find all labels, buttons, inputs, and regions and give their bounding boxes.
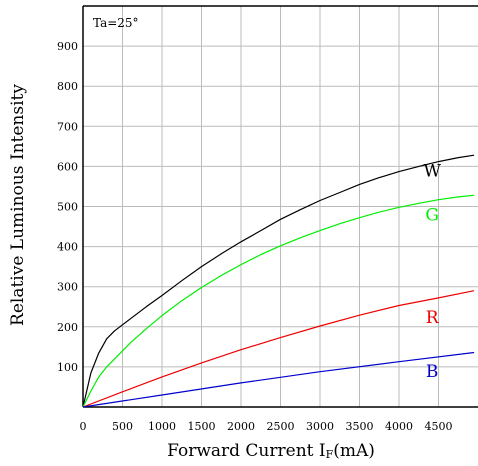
series-line-g bbox=[82, 194, 475, 408]
chart-annotation: Ta=25° bbox=[93, 16, 139, 30]
x-axis-title-unit: (mA) bbox=[333, 441, 375, 461]
x-tick-label: 500 bbox=[112, 420, 133, 433]
x-tick-labels: 0 500 1000 1500 2000 2500 3000 3500 4000 4500 bbox=[80, 420, 453, 433]
x-tick-label: 3000 bbox=[306, 420, 334, 433]
y-tick-label: 100 bbox=[57, 361, 78, 374]
y-tick-label: 400 bbox=[57, 241, 78, 254]
x-tick-label: 4000 bbox=[385, 420, 413, 433]
series-lines bbox=[82, 154, 475, 408]
y-tick-labels: 100 200 300 400 500 600 700 800 900 bbox=[57, 40, 78, 374]
y-tick-label: 500 bbox=[57, 201, 78, 214]
x-axis-title-subscript: F bbox=[326, 448, 334, 461]
x-tick-label: 4500 bbox=[425, 420, 453, 433]
y-tick-label: 300 bbox=[57, 281, 78, 294]
grid-lines bbox=[83, 6, 478, 407]
series-label-b: B bbox=[426, 362, 439, 382]
series-line-b bbox=[82, 351, 475, 408]
y-axis-title: Relative Luminous Intensity bbox=[8, 84, 28, 326]
y-tick-label: 900 bbox=[57, 40, 78, 53]
series-label-w: W bbox=[423, 161, 441, 181]
series-line-w bbox=[82, 154, 475, 408]
x-axis-title-main: Forward Current I bbox=[167, 441, 326, 461]
x-tick-label: 2000 bbox=[227, 420, 255, 433]
y-tick-label: 200 bbox=[57, 321, 78, 334]
x-tick-label: 1500 bbox=[188, 420, 216, 433]
x-axis-title: Forward Current IF(mA) bbox=[167, 441, 375, 461]
x-tick-label: 1000 bbox=[148, 420, 176, 433]
series-line-r bbox=[82, 290, 475, 408]
x-tick-label: 2500 bbox=[267, 420, 295, 433]
y-tick-label: 800 bbox=[57, 80, 78, 93]
x-tick-label: 3500 bbox=[346, 420, 374, 433]
y-tick-label: 600 bbox=[57, 160, 78, 173]
series-label-r: R bbox=[426, 308, 440, 328]
x-tick-label: 0 bbox=[80, 420, 87, 433]
y-tick-label: 700 bbox=[57, 120, 78, 133]
series-label-g: G bbox=[425, 206, 439, 226]
series-labels: W G R B bbox=[423, 161, 441, 382]
